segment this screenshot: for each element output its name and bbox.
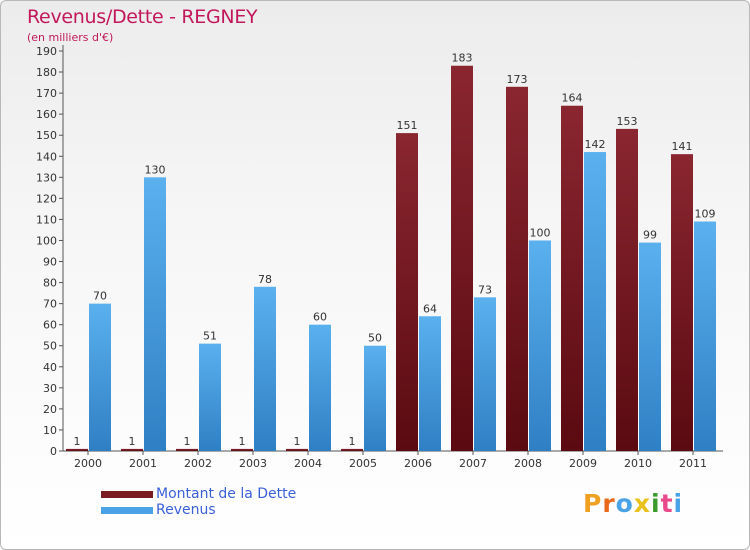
y-tick-label: 40 <box>43 361 57 374</box>
legend-item-revenue: Revenus <box>101 502 296 518</box>
logo-letter: t <box>660 489 674 518</box>
logo-letter: o <box>615 489 634 518</box>
legend-label-debt: Montant de la Dette <box>156 486 297 502</box>
revenue-value-label: 100 <box>530 226 551 239</box>
logo-letter: i <box>673 489 684 518</box>
revenue-bar <box>364 345 386 451</box>
revenue-value-label: 109 <box>695 208 716 221</box>
revenue-value-label: 99 <box>643 229 657 242</box>
y-tick-label: 130 <box>36 171 57 184</box>
y-tick-label: 80 <box>43 277 57 290</box>
revenue-bar <box>474 297 496 451</box>
debt-value-label: 141 <box>672 140 693 153</box>
revenue-bar <box>199 343 221 451</box>
y-tick-label: 140 <box>36 150 57 163</box>
y-tick-label: 70 <box>43 298 57 311</box>
x-tick-label: 2001 <box>129 457 157 470</box>
y-tick-label: 10 <box>43 424 57 437</box>
debt-bar <box>561 105 583 451</box>
revenue-value-label: 70 <box>93 290 107 303</box>
y-tick-label: 150 <box>36 129 57 142</box>
revenue-bar <box>89 303 111 451</box>
x-tick-label: 2011 <box>679 457 707 470</box>
revenue-value-label: 78 <box>258 273 272 286</box>
y-tick-label: 20 <box>43 403 57 416</box>
chart-subtitle: (en milliers d'€) <box>27 31 114 44</box>
chart-title: Revenus/Dette - REGNEY <box>27 6 258 28</box>
x-tick-label: 2007 <box>459 457 487 470</box>
revenue-bar <box>639 242 661 451</box>
revenue-value-label: 60 <box>313 311 327 324</box>
legend-item-debt: Montant de la Dette <box>101 486 296 502</box>
x-tick-label: 2003 <box>239 457 267 470</box>
logo-letter: i <box>651 489 661 518</box>
debt-bar <box>506 86 528 451</box>
debt-value-label: 173 <box>507 73 528 86</box>
y-tick-label: 60 <box>43 319 57 332</box>
y-tick-label: 180 <box>36 66 57 79</box>
debt-value-label: 1 <box>239 435 246 448</box>
debt-bar <box>341 448 363 451</box>
revenue-bar <box>694 221 716 451</box>
revenue-value-label: 64 <box>423 302 437 315</box>
debt-bar <box>121 448 143 451</box>
y-tick-label: 90 <box>43 256 57 269</box>
x-tick-label: 2002 <box>184 457 212 470</box>
debt-value-label: 1 <box>129 435 136 448</box>
legend-label-revenue: Revenus <box>156 502 216 518</box>
x-tick-label: 2004 <box>294 457 322 470</box>
debt-bar <box>231 448 253 451</box>
y-tick-label: 100 <box>36 234 57 247</box>
debt-value-label: 164 <box>562 92 583 105</box>
legend-swatch-debt <box>101 490 153 498</box>
debt-value-label: 1 <box>74 435 81 448</box>
revenue-bar <box>144 177 166 451</box>
legend: Montant de la Dette Revenus <box>101 486 296 518</box>
debt-bar <box>616 128 638 451</box>
revenue-value-label: 73 <box>478 283 492 296</box>
x-tick-label: 2005 <box>349 457 377 470</box>
debt-value-label: 1 <box>184 435 191 448</box>
legend-swatch-revenue <box>101 506 153 514</box>
debt-value-label: 1 <box>294 435 301 448</box>
debt-value-label: 153 <box>617 115 638 128</box>
debt-bar <box>396 133 418 451</box>
debt-bar <box>671 154 693 451</box>
revenue-bar <box>584 152 606 452</box>
x-tick-label: 2006 <box>404 457 432 470</box>
x-tick-label: 2008 <box>514 457 542 470</box>
debt-bar <box>66 448 88 451</box>
y-tick-label: 110 <box>36 213 57 226</box>
revenue-value-label: 130 <box>145 163 166 176</box>
revenue-bar <box>254 286 276 451</box>
y-tick-label: 0 <box>50 445 57 458</box>
revenue-bar <box>309 324 331 451</box>
debt-value-label: 1 <box>349 435 356 448</box>
revenue-value-label: 142 <box>585 138 606 151</box>
x-tick-label: 2000 <box>74 457 102 470</box>
y-tick-label: 170 <box>36 87 57 100</box>
debt-bar <box>176 448 198 451</box>
logo-letter: x <box>633 489 651 518</box>
y-tick-label: 50 <box>43 340 57 353</box>
debt-bar <box>286 448 308 451</box>
y-tick-label: 190 <box>36 45 57 58</box>
debt-value-label: 183 <box>452 52 473 65</box>
x-tick-label: 2009 <box>569 457 597 470</box>
revenue-bar <box>529 240 551 451</box>
logo-letter: r <box>602 489 616 518</box>
y-tick-label: 30 <box>43 382 57 395</box>
y-tick-label: 160 <box>36 108 57 121</box>
debt-bar <box>451 65 473 451</box>
revenue-value-label: 51 <box>203 330 217 343</box>
revenue-bar <box>419 316 441 451</box>
proxiti-logo: Proxiti <box>583 489 683 518</box>
debt-value-label: 151 <box>397 119 418 132</box>
y-tick-label: 120 <box>36 192 57 205</box>
logo-letter: P <box>583 489 603 518</box>
x-tick-label: 2010 <box>624 457 652 470</box>
revenue-value-label: 50 <box>368 332 382 345</box>
